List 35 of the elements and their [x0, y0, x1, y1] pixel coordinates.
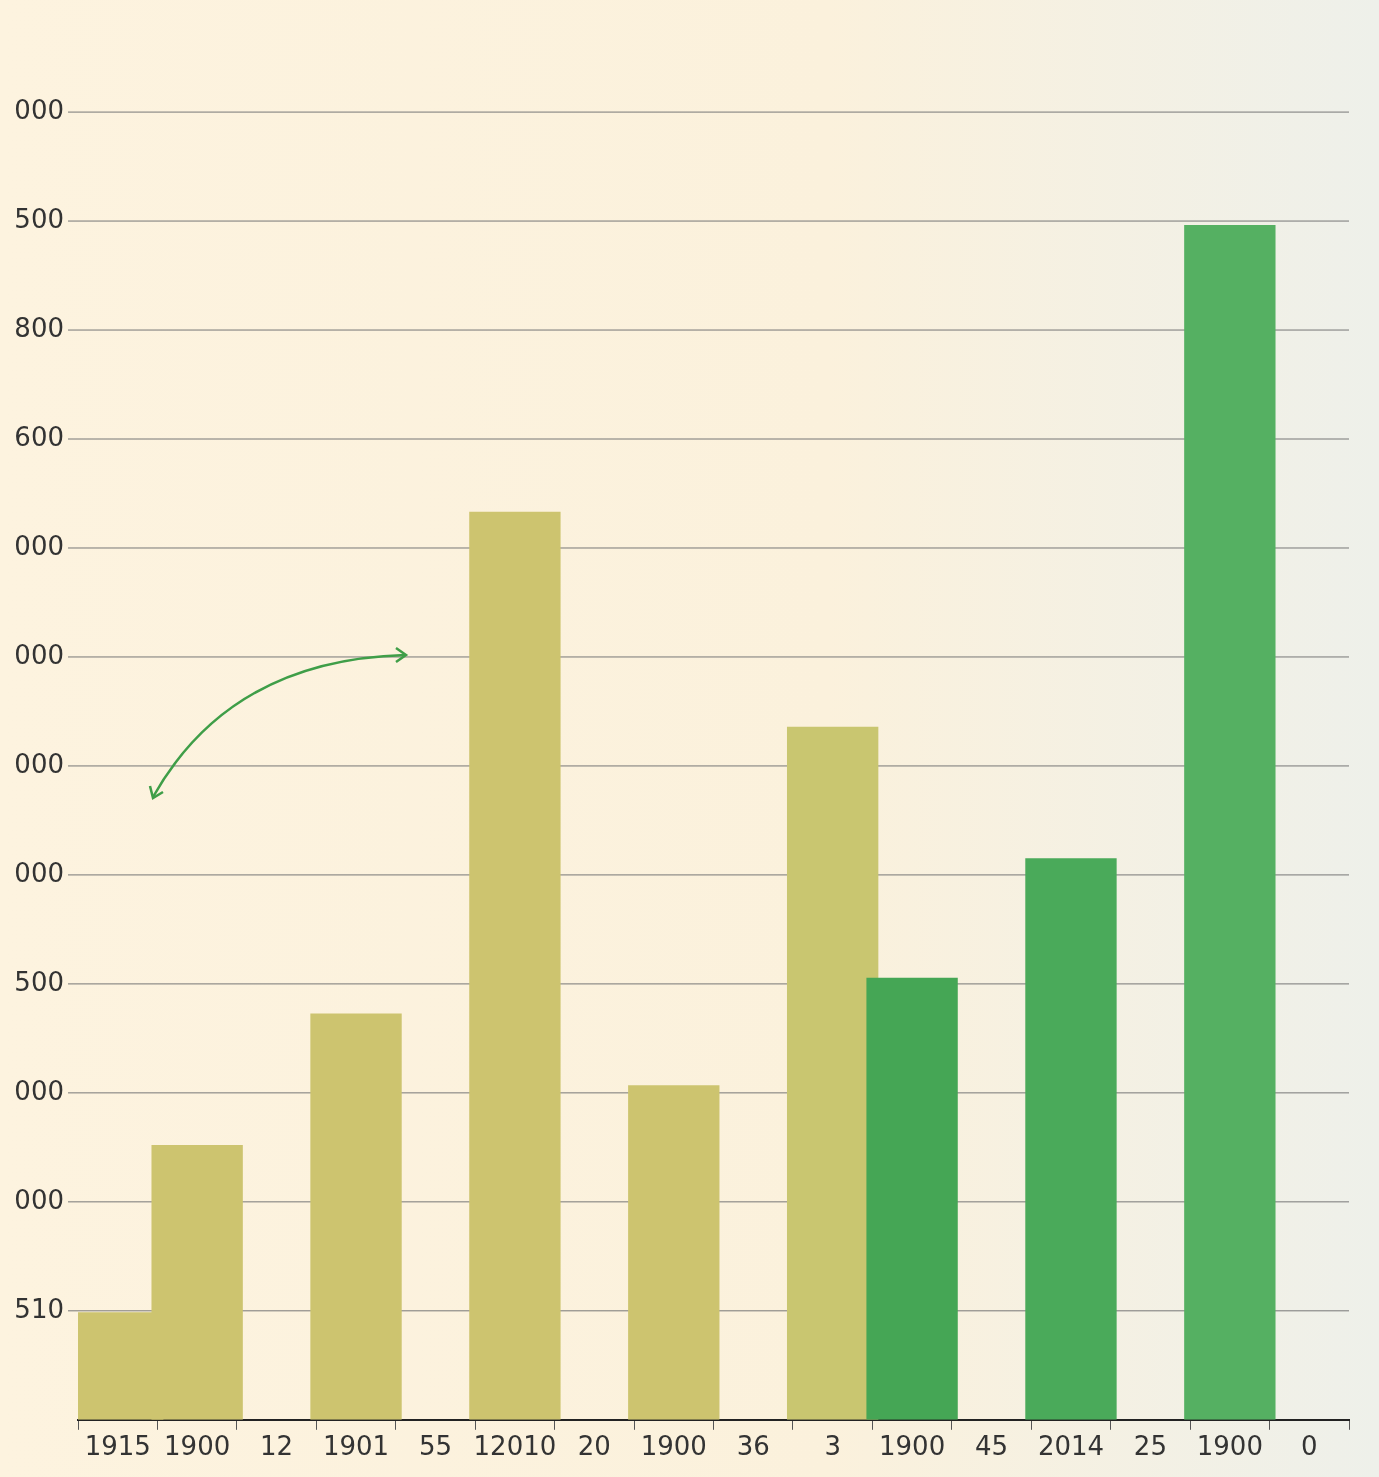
bar [866, 977, 958, 1420]
x-tick-label: 36 [736, 1431, 770, 1462]
text: 500 [14, 203, 64, 234]
x-tick-label: 1900 [1196, 1431, 1263, 1462]
text: 500 [14, 966, 64, 997]
text: 000 [14, 94, 64, 125]
text: 000 [14, 639, 64, 670]
bar [469, 511, 561, 1420]
x-tick-label: 20 [577, 1431, 611, 1462]
x-tick-label: 0 [1301, 1431, 1318, 1462]
bar [628, 1085, 720, 1420]
x-tick-label: 3 [824, 1431, 841, 1462]
bar [310, 1013, 402, 1420]
text: 800 [14, 312, 64, 343]
x-tick-label: 1900 [164, 1431, 231, 1462]
text: 000 [14, 1184, 64, 1215]
x-tick-label: 55 [418, 1431, 453, 1462]
x-tick-label: 12 [260, 1431, 294, 1462]
text: 000 [14, 530, 64, 561]
text: 510 [14, 1293, 64, 1324]
bar [1184, 224, 1276, 1420]
text: 000 [14, 748, 64, 779]
x-tick-label: 1900 [640, 1431, 707, 1462]
bar [1025, 858, 1117, 1420]
text: 000 [14, 857, 64, 888]
x-tick-label: 1915 [84, 1431, 151, 1462]
x-tick-label: 1900 [879, 1431, 946, 1462]
x-tick-label: 45 [974, 1431, 1009, 1462]
x-tick-label: 12010 [473, 1431, 557, 1462]
x-tick-label: 25 [1133, 1431, 1167, 1462]
text: 000 [14, 1075, 64, 1106]
bar [786, 726, 879, 1420]
text: 600 [14, 421, 64, 452]
x-tick-label: 1901 [322, 1431, 390, 1462]
x-tick-label: 2014 [1037, 1431, 1105, 1462]
